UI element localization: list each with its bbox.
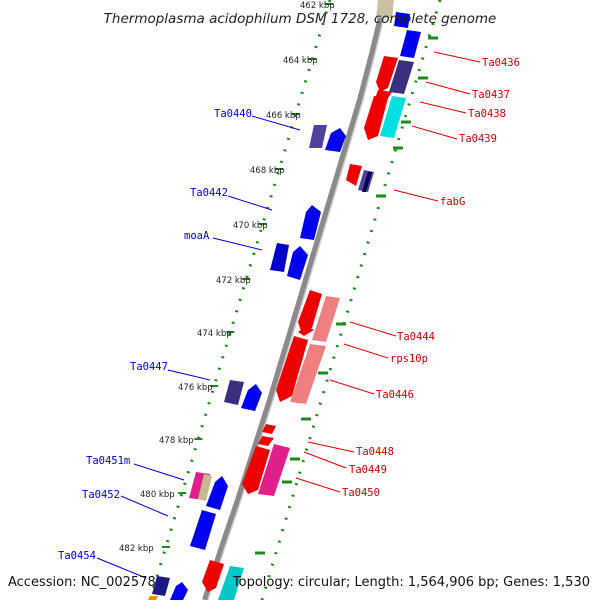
gene-moaA-1 <box>270 243 289 272</box>
gene-label-Ta0442: Ta0442 <box>190 187 228 199</box>
gene-label-Ta0437: Ta0437 <box>472 89 510 101</box>
kbp-label: 478 kbp <box>159 436 194 446</box>
gene-label-Ta0454: Ta0454 <box>58 550 96 562</box>
gene-label-Ta0450: Ta0450 <box>342 487 380 499</box>
gene-Ta0442 <box>300 205 321 240</box>
gene-label-fabG: fabG <box>440 196 465 208</box>
gene-label-Ta0451m: Ta0451m <box>86 455 130 467</box>
accession-text: Accession: NC_002578 <box>8 575 156 590</box>
gene-Ta0446-pink <box>290 344 326 404</box>
gene-top-forward <box>376 0 394 18</box>
kbp-label: 464 kbp <box>283 56 318 66</box>
genome-backbone-highlight <box>207 0 389 600</box>
gene-label-Ta0440: Ta0440 <box>214 108 252 120</box>
gene-Ta0444-pink <box>312 296 340 342</box>
kbp-label: 468 kbp <box>250 166 285 176</box>
gene-Ta0437 <box>389 60 414 94</box>
gene-label-Ta0439: Ta0439 <box>459 133 497 145</box>
kbp-label: 470 kbp <box>233 221 268 231</box>
gene-label-Ta0448: Ta0448 <box>356 446 394 458</box>
kbp-label: 462 kbp <box>300 1 335 11</box>
right-gene-labels: Ta0436 Ta0437 Ta0438 Ta0439 fabG Ta0444 … <box>342 57 520 499</box>
forward-genes <box>148 0 394 600</box>
gene-Ta0452 <box>190 510 216 550</box>
gene-Ta0444-red <box>298 290 322 334</box>
label-connectors-left <box>96 115 301 579</box>
gene-Ta0454b <box>170 582 188 600</box>
gene-fabG-red <box>346 164 362 186</box>
gene-Ta0440 <box>309 125 327 148</box>
gene-Ta0454c <box>148 596 158 600</box>
gene-label-Ta0452: Ta0452 <box>82 489 120 501</box>
gene-Ta0454 <box>152 576 170 596</box>
genome-summary-text: Topology: circular; Length: 1,564,906 bp… <box>232 575 590 590</box>
kbp-tick-marks <box>161 3 333 548</box>
gene-Ta0451m-c <box>206 476 228 510</box>
label-connectors-right <box>295 51 481 493</box>
gene-Ta0450-pink <box>258 444 290 496</box>
right-ring-ticks <box>255 36 438 555</box>
gene-Ta0448-red <box>262 424 276 434</box>
kbp-labels: 462 kbp 464 kbp 466 kbp 468 kbp 470 kbp … <box>119 1 335 554</box>
gene-Ta0439-red <box>364 96 388 140</box>
reverse-genes <box>202 12 421 600</box>
gene-label-Ta0436: Ta0436 <box>482 57 520 69</box>
gene-Ta0446-red <box>276 336 308 402</box>
outer-dotted-ring-right <box>260 0 442 600</box>
gene-fabG-dark <box>362 172 372 192</box>
left-gene-labels: Ta0440 Ta0442 moaA Ta0447 Ta0451m Ta0452… <box>58 108 252 562</box>
gene-label-Ta0446: Ta0446 <box>376 389 414 401</box>
outer-dotted-ring-left <box>148 0 332 600</box>
genome-backbone <box>202 0 388 600</box>
gene-Ta0437-red <box>376 56 398 92</box>
gene-Ta0449-red <box>258 436 274 446</box>
kbp-label: 476 kbp <box>178 383 213 393</box>
gene-Ta0451m-b <box>198 474 212 501</box>
gene-Ta0436-blue2 <box>394 12 410 28</box>
gene-Ta0436-blue <box>400 30 421 58</box>
kbp-label: 474 kbp <box>197 329 232 339</box>
gene-rps10p-red <box>298 326 314 336</box>
kbp-label: 482 kbp <box>119 544 154 554</box>
gene-label-rps10p: rps10p <box>390 353 428 365</box>
gene-Ta0447b <box>241 384 262 411</box>
gene-label-Ta0447: Ta0447 <box>130 361 168 373</box>
gene-Ta0450-red <box>242 446 270 494</box>
kbp-label: 480 kbp <box>140 490 175 500</box>
map-title: Thermoplasma acidophilum DSM 1728, compl… <box>104 11 497 27</box>
gene-label-Ta0444: Ta0444 <box>397 331 435 343</box>
gene-Ta0438-cyan <box>380 96 406 138</box>
gene-label-moaA: moaA <box>184 230 210 242</box>
gene-Ta0447 <box>224 380 244 405</box>
gene-label-Ta0438: Ta0438 <box>468 108 506 120</box>
gene-bottom-cyan <box>218 566 244 600</box>
kbp-label: 472 kbp <box>216 276 251 286</box>
gene-Ta0438-red <box>376 90 392 104</box>
kbp-label: 466 kbp <box>266 111 301 121</box>
gene-Ta0440b <box>325 128 346 152</box>
gene-bottom-red <box>202 560 224 592</box>
gene-label-Ta0449: Ta0449 <box>349 464 387 476</box>
gene-moaA-2 <box>287 246 308 280</box>
